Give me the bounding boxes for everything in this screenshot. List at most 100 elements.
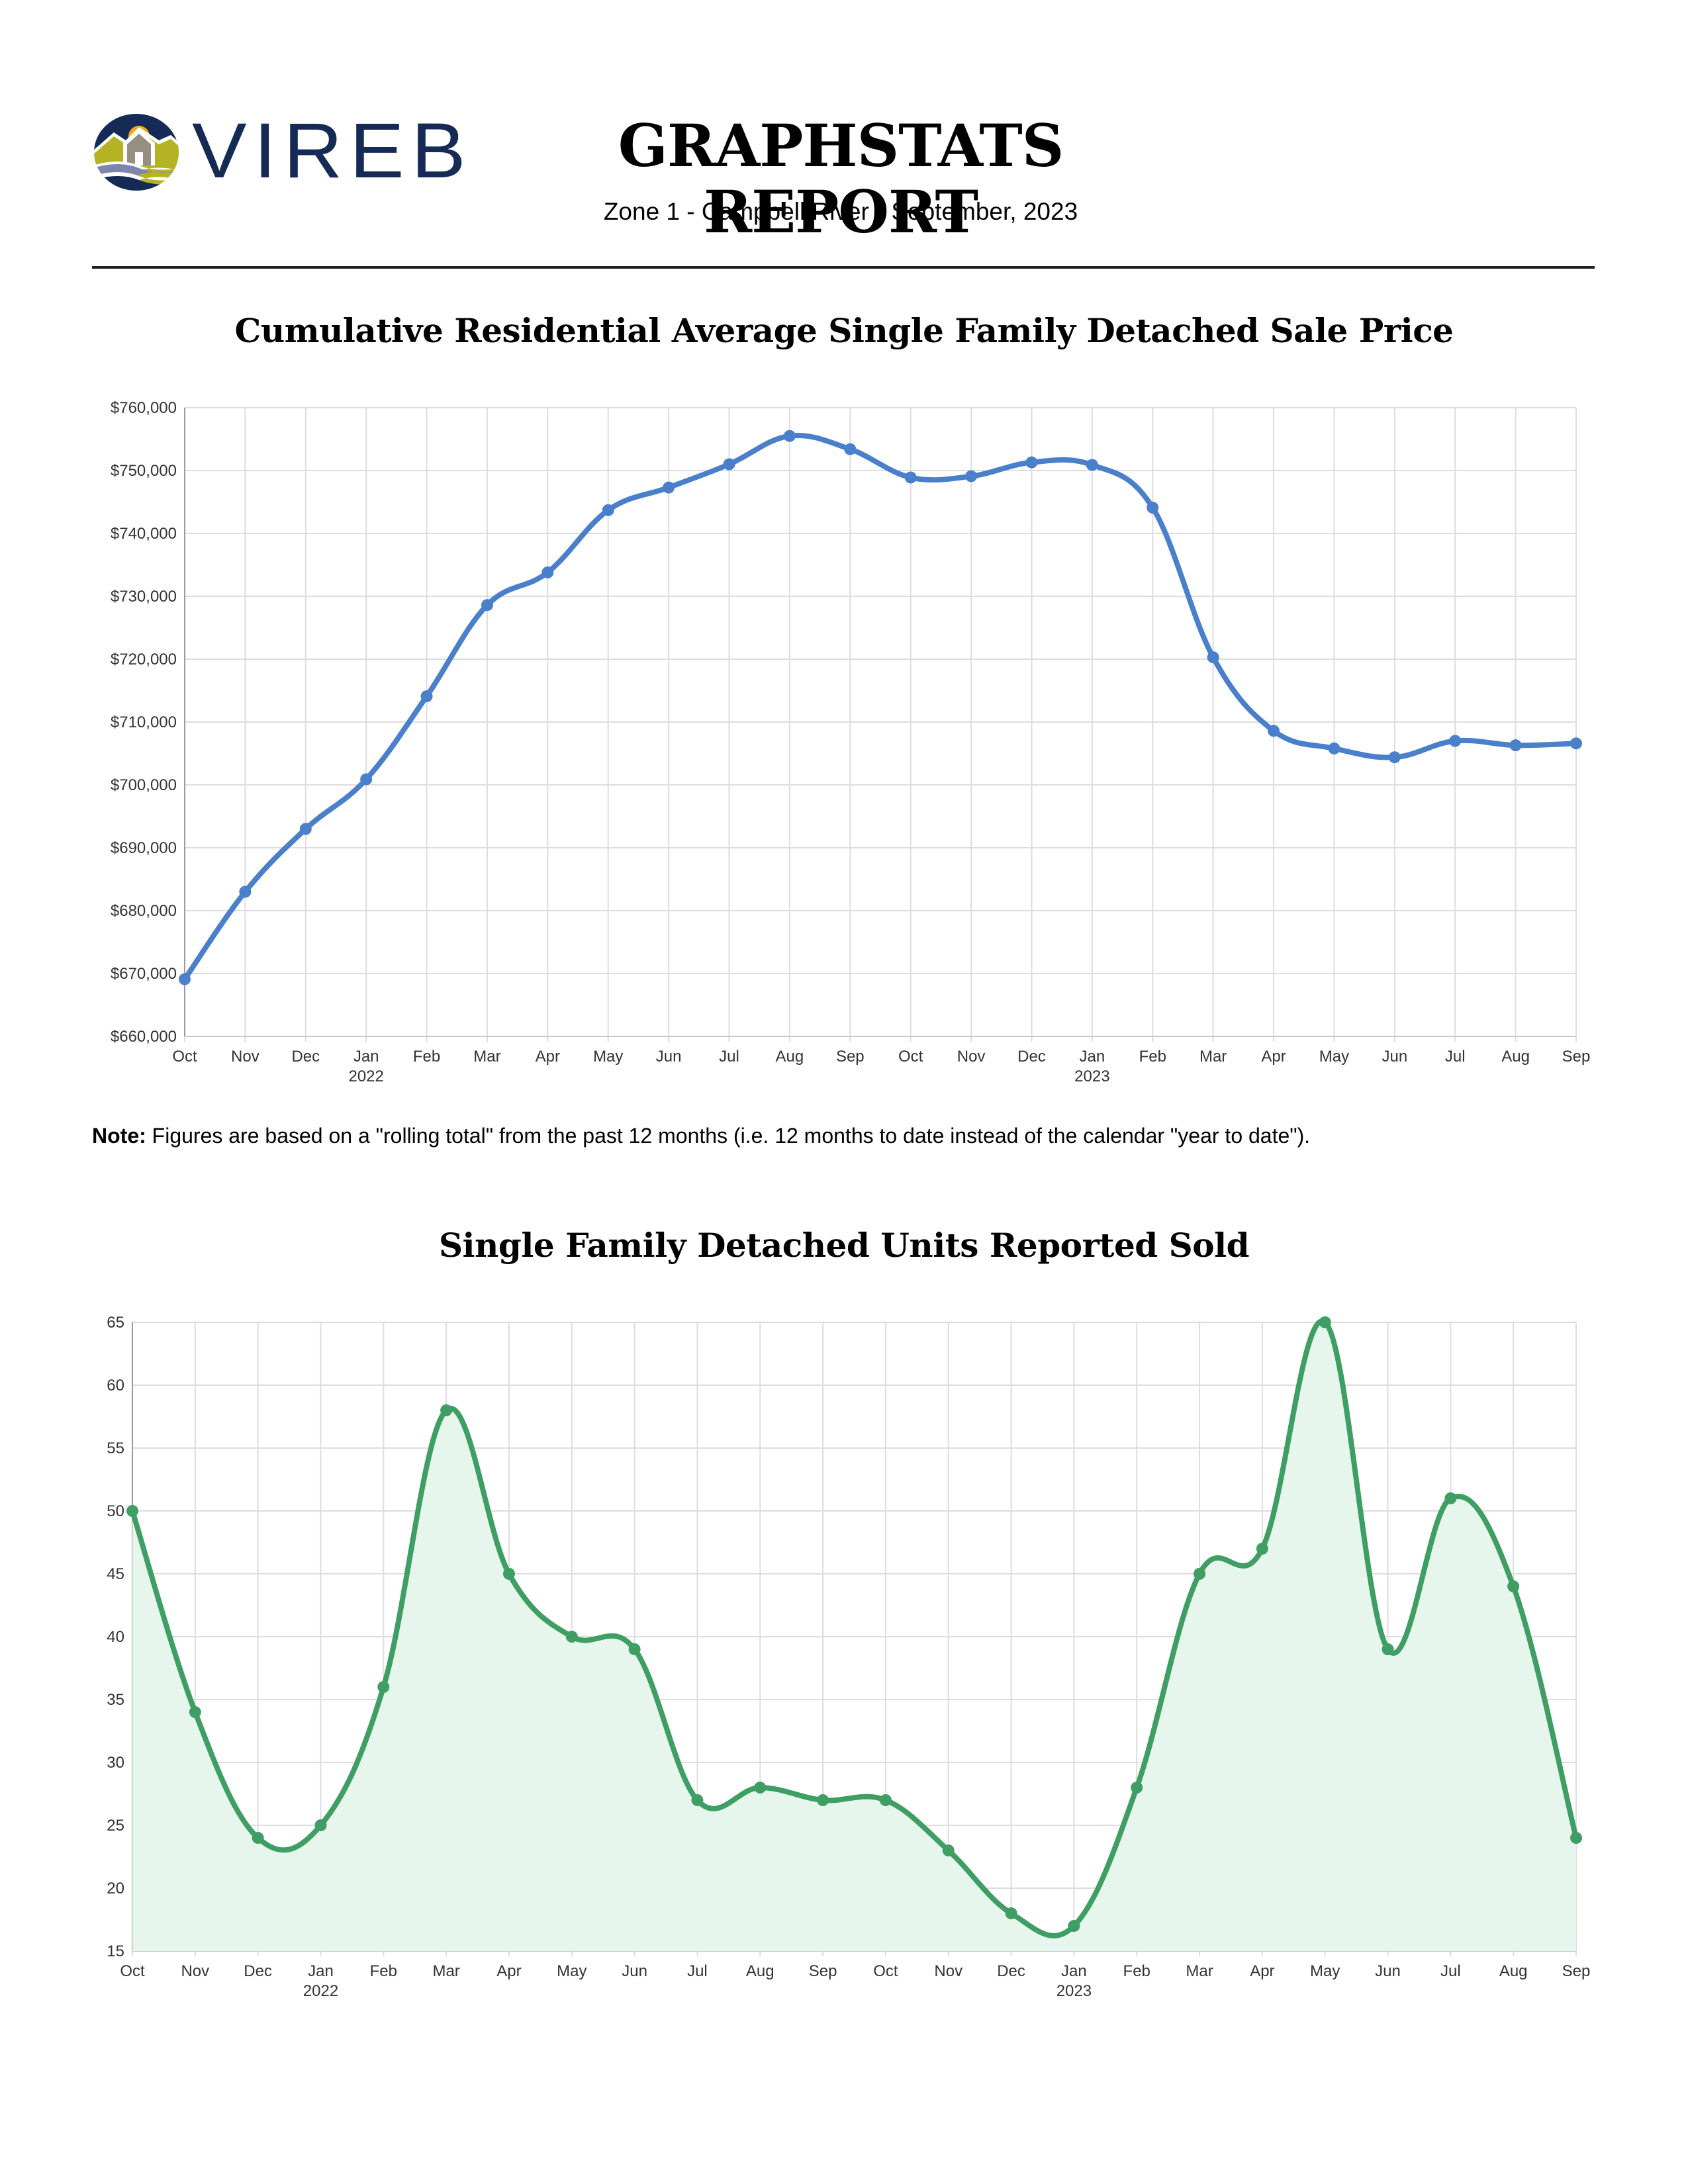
data-point [628,1643,641,1655]
y-tick-label: 35 [107,1691,124,1709]
data-point [879,1794,892,1806]
x-tick-label: Aug [776,1048,804,1066]
x-tick-label: Sep [1562,1962,1591,1980]
data-point [1025,456,1038,469]
y-tick-label: 50 [107,1502,124,1520]
data-point [602,504,614,516]
x-tick-label: Feb [1123,1962,1150,1980]
y-tick-label: $700,000 [111,776,177,794]
data-point [1147,502,1159,514]
data-point [754,1782,767,1794]
y-tick-label: $720,000 [111,651,177,668]
data-point [314,1819,327,1831]
data-point [1570,737,1582,750]
data-point [252,1832,264,1844]
x-tick-label: Jun [656,1048,682,1066]
x-tick-label: Jun [1375,1962,1401,1980]
data-point [299,823,312,835]
data-point [1382,1643,1394,1655]
data-point [541,566,554,578]
units-chart-title: Single Family Detached Units Reported So… [438,1226,1250,1265]
data-point [965,470,978,482]
y-tick-label: $690,000 [111,839,177,857]
data-point [663,481,675,494]
x-tick-label: May [557,1962,586,1980]
x-tick-label: Oct [898,1048,923,1066]
data-point [1449,735,1462,747]
data-point [1507,1580,1520,1592]
x-tick-label: Dec [1017,1048,1046,1066]
data-point [179,973,191,985]
data-point [1005,1907,1017,1919]
series-line [182,433,1579,982]
y-tick-label: 40 [107,1628,124,1646]
data-point [1194,1568,1206,1580]
x-tick-label: Sep [809,1962,837,1980]
logo-emblem-icon [94,114,179,191]
x-tick-label: Apr [1261,1048,1286,1066]
x-tick-label: Feb [370,1962,397,1980]
y-tick-label: $750,000 [111,462,177,480]
y-tick-label: $710,000 [111,713,177,731]
data-point [1256,1543,1268,1555]
y-tick-label: $680,000 [111,902,177,920]
units-area-chart: 15 20 25 30 35 40 45 50 55 60 65 Oct Nov Dec Jan Feb Mar… [107,1314,1591,2000]
x-year-label: 2022 [348,1068,383,1085]
y-tick-label: $670,000 [111,965,177,983]
data-point [1328,742,1340,754]
x-tick-label: Jan [1080,1048,1105,1066]
x-tick-label: Oct [873,1962,898,1980]
x-tick-label: Jan [353,1048,379,1066]
data-point [1068,1920,1080,1932]
x-tick-label: May [593,1048,623,1066]
data-point [783,430,796,442]
data-point [1444,1492,1457,1504]
x-tick-label: Aug [746,1962,774,1980]
y-tick-label: 20 [107,1880,124,1897]
y-tick-label: 30 [107,1754,124,1772]
x-tick-label: Nov [181,1962,209,1980]
x-tick-label: Oct [172,1048,197,1066]
x-tick-label: Mar [432,1962,459,1980]
data-point [377,1681,390,1693]
x-tick-label: Jan [1061,1962,1087,1980]
x-tick-label: Sep [1562,1048,1591,1066]
x-tick-label: Dec [291,1048,320,1066]
header-divider [92,266,1595,269]
data-point [1509,739,1522,752]
x-tick-label: Feb [1139,1048,1166,1066]
y-tick-label: $760,000 [111,399,177,417]
data-point [126,1505,138,1517]
x-tick-label: Dec [997,1962,1025,1980]
x-tick-label: Apr [496,1962,521,1980]
data-point [1388,751,1401,764]
data-point [1207,651,1219,664]
price-chart-title: Cumulative Residential Average Single Fa… [234,311,1454,350]
x-tick-label: May [1319,1048,1349,1066]
x-tick-label: Nov [934,1962,962,1980]
vireb-logo: VIREB [93,107,466,195]
x-tick-label: Mar [1186,1962,1213,1980]
data-point [1319,1316,1331,1328]
x-tick-label: Oct [120,1962,145,1980]
data-point [239,886,252,898]
y-tick-label: 60 [107,1377,124,1394]
x-tick-label: Mar [473,1048,500,1066]
y-tick-label: 45 [107,1565,124,1583]
price-line-chart: $660,000 $670,000 $680,000 $690,000 $700,000… [111,399,1591,1085]
data-point [1131,1782,1143,1794]
x-tick-label: Apr [1250,1962,1274,1980]
x-tick-label: Jul [1440,1962,1461,1980]
x-tick-label: Jun [622,1962,647,1980]
data-point [723,458,735,471]
x-tick-label: Aug [1499,1962,1528,1980]
rolling-total-note: Note: Figures are based on a "rolling to… [92,1122,1310,1149]
data-point [1086,459,1098,471]
x-tick-label: Jul [1445,1048,1466,1066]
x-year-label: 2023 [1074,1068,1109,1085]
x-tick-label: Sep [836,1048,865,1066]
x-tick-label: Feb [413,1048,440,1066]
data-point [691,1794,704,1806]
data-point [844,443,857,455]
data-point [440,1404,453,1416]
